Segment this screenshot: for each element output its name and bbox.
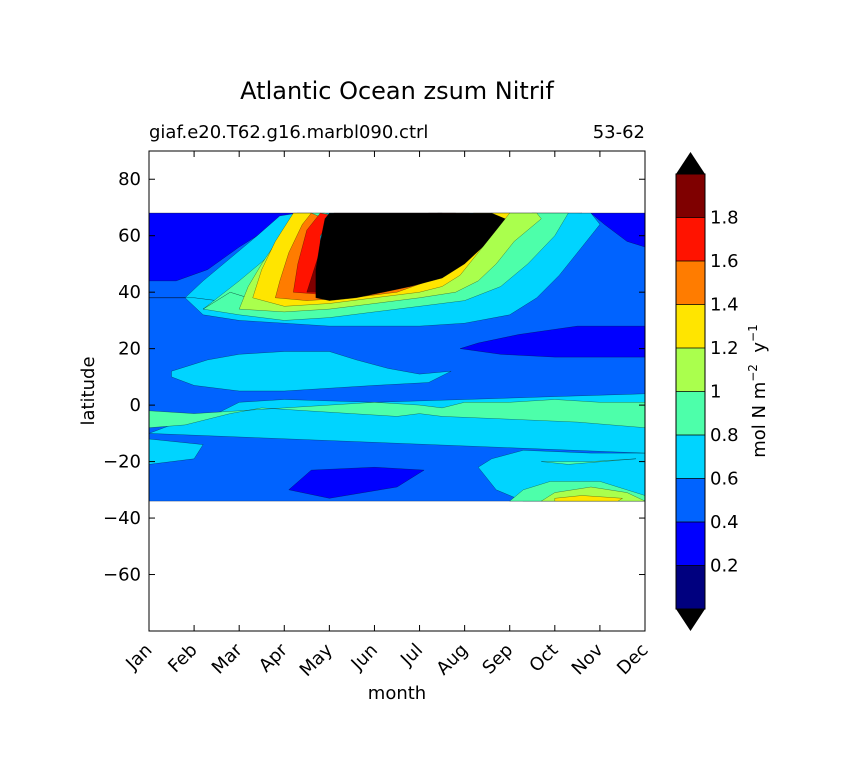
colorbar-band-0 [676, 565, 705, 609]
colorbar-band-5 [676, 348, 705, 392]
colorbar-extend-top [676, 152, 705, 174]
y-tick-label-6: −40 [103, 508, 141, 529]
colorbar-tick-label-8: 1.8 [710, 208, 739, 229]
chart-subtitle-right: 53-62 [593, 122, 645, 143]
plot-frame [148, 150, 646, 632]
contour-region-12 [149, 399, 645, 428]
colorbar-band-4 [676, 391, 705, 435]
colorbar-tick-label-7: 1.6 [710, 251, 739, 272]
contour-region-22 [315, 212, 506, 301]
contour-region-2 [590, 212, 645, 248]
contour-region-3 [460, 325, 645, 358]
contour-region-7 [171, 351, 452, 392]
x-tick-label-11: Dec [613, 640, 652, 679]
colorbar-tick-label-0: 0.2 [710, 556, 739, 577]
x-tick-label-2: Mar [208, 639, 247, 678]
contour-region-4 [288, 466, 425, 499]
colorbar-band-3 [676, 435, 705, 479]
chart-subtitle-left: giaf.e20.T62.g16.marbl090.ctrl [149, 122, 428, 143]
colorbar: 0.2 0.4 0.6 0.8 1 1.2 1.4 1.6 1.8 [675, 152, 739, 631]
x-tick-label-5: Jun [347, 640, 382, 675]
x-tick-label-6: Jul [396, 640, 427, 671]
y-axis: 80 60 40 20 0 −20 −40 −60 [103, 169, 645, 586]
y-tick-label-1: 60 [118, 226, 141, 247]
x-tick-label-4: May [296, 639, 337, 680]
colorbar-tick-label-6: 1.4 [710, 295, 739, 316]
x-tick-label-10: Nov [568, 639, 608, 679]
x-axis-label: month [368, 683, 426, 704]
colorbar-band-8 [676, 217, 705, 261]
x-tick-label-9: Oct [525, 640, 562, 677]
y-tick-label-5: −20 [103, 452, 141, 473]
contour-region-9 [149, 438, 204, 465]
x-tick-label-0: Jan [121, 640, 156, 675]
colorbar-label-exp2: −1 [746, 324, 760, 342]
x-tick-label-7: Aug [432, 640, 472, 680]
x-tick-label-1: Feb [164, 640, 201, 677]
colorbar-band-6 [676, 304, 705, 348]
colorbar-tick-label-2: 0.6 [710, 469, 739, 490]
colorbar-extend-bottom [676, 609, 705, 631]
colorbar-band-9 [676, 174, 705, 218]
contour-region-18 [554, 495, 624, 502]
colorbar-band-7 [676, 261, 705, 305]
colorbar-tick-label-4: 1 [710, 382, 721, 403]
colorbar-tick-label-5: 1.2 [710, 338, 739, 359]
y-tick-label-7: −60 [103, 565, 141, 586]
colorbar-band-2 [676, 478, 705, 522]
y-tick-label-4: 0 [130, 395, 141, 416]
colorbar-tick-label-3: 0.8 [710, 425, 739, 446]
y-tick-label-3: 20 [118, 339, 141, 360]
colorbar-tick-label-1: 0.4 [710, 512, 739, 533]
y-tick-label-0: 80 [118, 169, 141, 190]
y-tick-label-2: 40 [118, 282, 141, 303]
contour-region-14 [541, 458, 637, 465]
colorbar-label: mol N m−2 y−1 [746, 324, 770, 458]
chart-title: Atlantic Ocean zsum Nitrif [240, 77, 554, 105]
y-axis-label: latitude [78, 356, 99, 425]
colorbar-band-1 [676, 522, 705, 566]
x-tick-label-3: Apr [255, 639, 292, 676]
colorbar-label-y: y [749, 342, 770, 364]
x-tick-label-8: Sep [478, 640, 517, 679]
colorbar-label-exp1: −2 [746, 364, 760, 382]
colorbar-label-unit: mol N m [749, 382, 770, 458]
contour-fill-layer [149, 212, 645, 502]
